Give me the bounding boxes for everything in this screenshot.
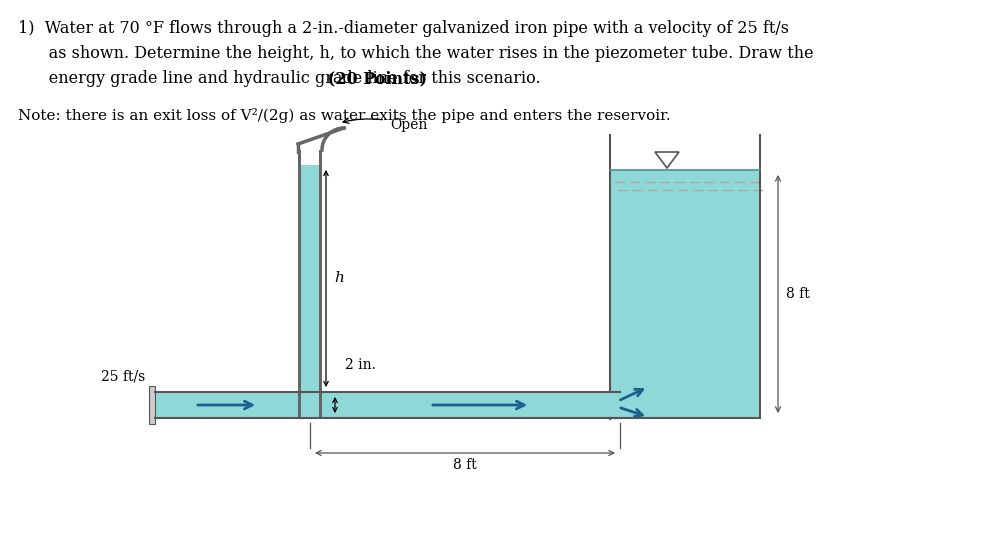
Text: as shown. Determine the height, h, to which the water rises in the piezometer tu: as shown. Determine the height, h, to wh… <box>18 45 814 62</box>
Bar <box>298 150 301 418</box>
Bar <box>319 150 322 418</box>
Text: 2 in.: 2 in. <box>345 358 376 372</box>
Bar <box>149 386 155 424</box>
Text: (20 Points): (20 Points) <box>322 70 427 87</box>
Bar <box>301 165 319 392</box>
Text: Open: Open <box>390 118 427 132</box>
Bar <box>610 170 760 418</box>
Text: 25 ft/s: 25 ft/s <box>100 370 145 384</box>
Text: energy grade line and hydraulic grade line for this scenario.: energy grade line and hydraulic grade li… <box>18 70 540 87</box>
Text: 8 ft: 8 ft <box>453 458 477 472</box>
Text: 1)  Water at 70 °F flows through a 2-in.-diameter galvanized iron pipe with a ve: 1) Water at 70 °F flows through a 2-in.-… <box>18 20 789 37</box>
Bar <box>155 392 620 418</box>
Text: h: h <box>334 271 343 285</box>
Text: 8 ft: 8 ft <box>786 287 810 301</box>
Polygon shape <box>655 152 679 168</box>
Text: Note: there is an exit loss of V²/(2g) as water exits the pipe and enters the re: Note: there is an exit loss of V²/(2g) a… <box>18 108 671 123</box>
